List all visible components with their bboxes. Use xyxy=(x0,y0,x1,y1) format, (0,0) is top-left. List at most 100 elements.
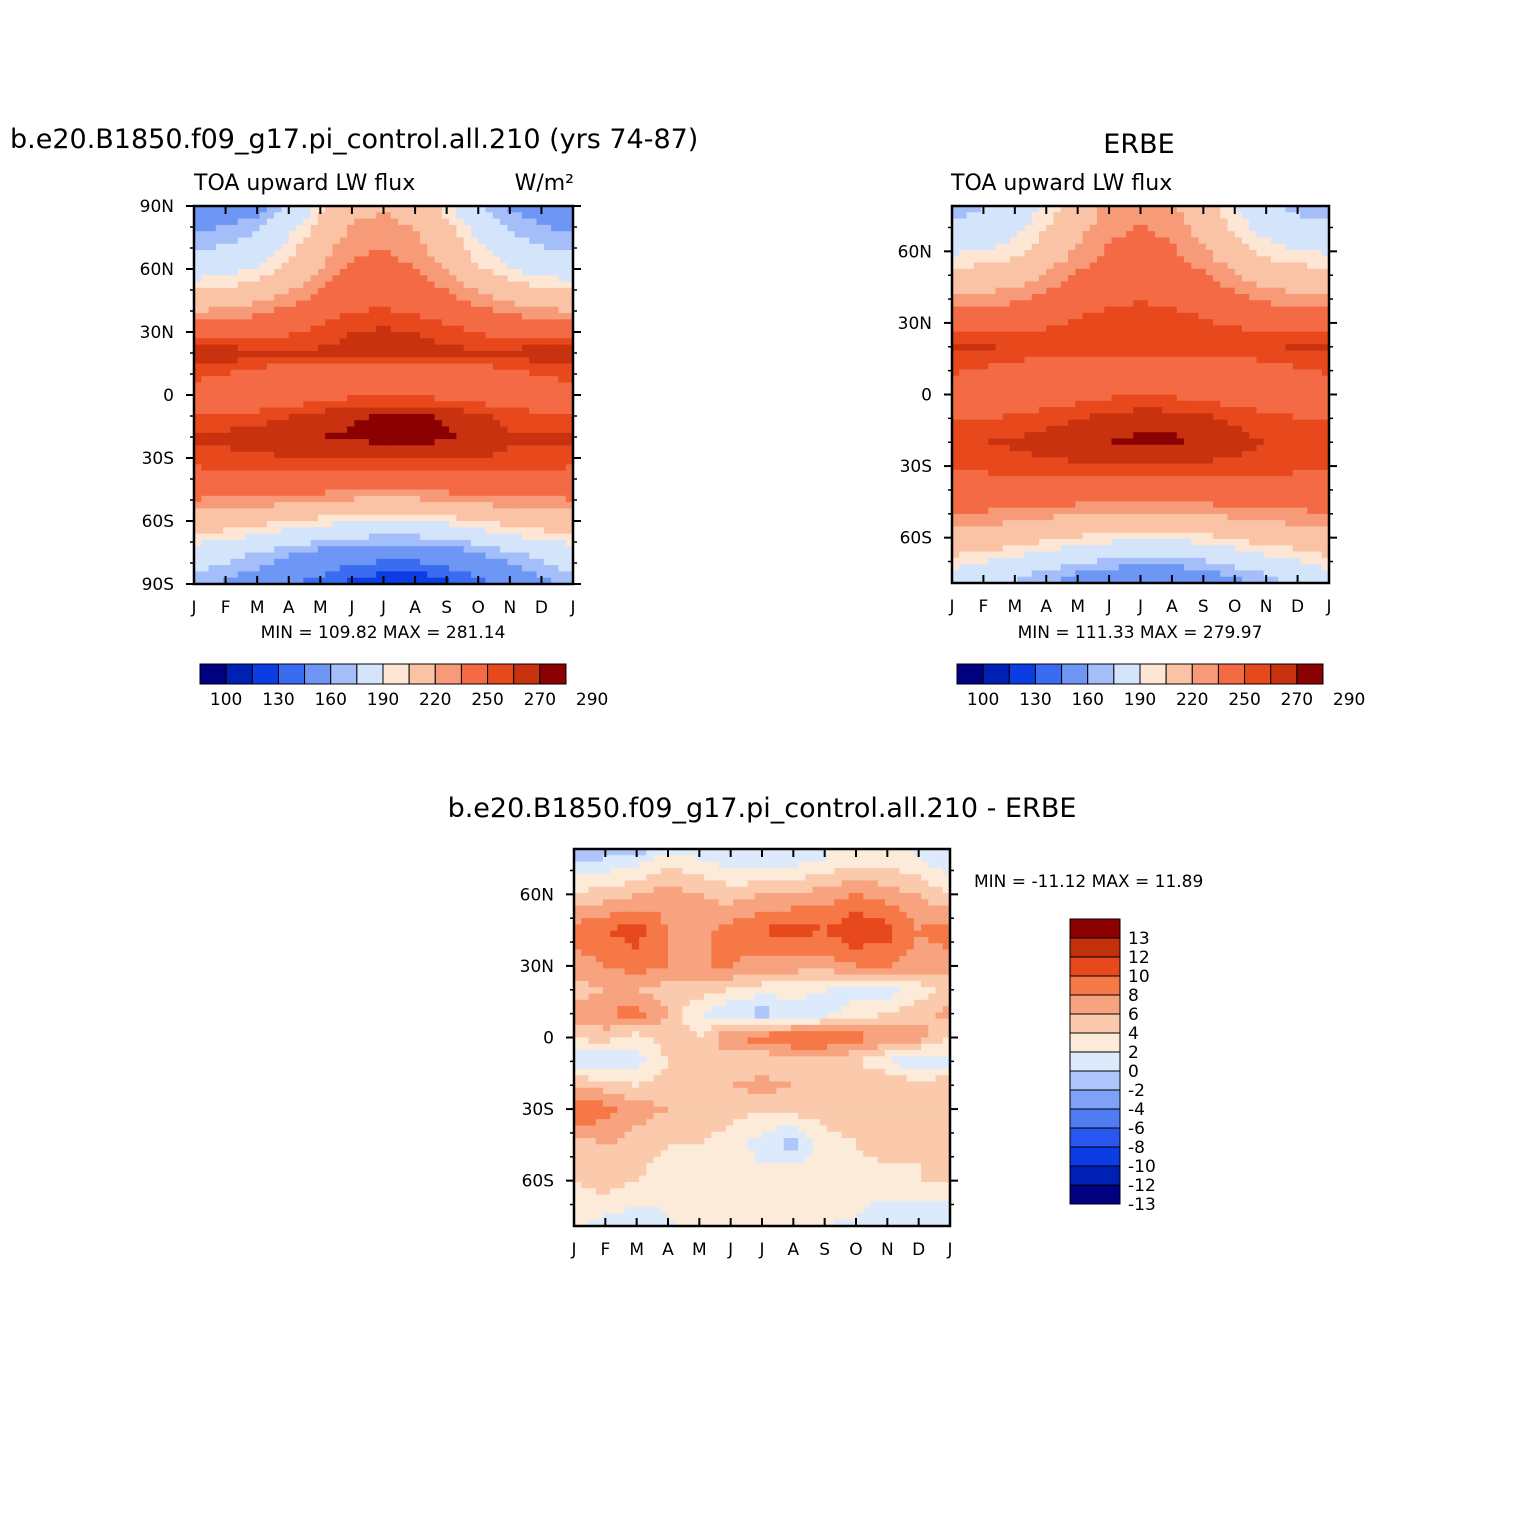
heatmap-cell xyxy=(558,281,567,289)
heatmap-cell xyxy=(449,332,457,339)
heatmap-cell xyxy=(529,218,538,226)
heatmap-cell xyxy=(339,369,348,377)
heatmap-cell xyxy=(1068,306,1076,314)
heatmap-cell xyxy=(215,212,224,220)
heatmap-cell xyxy=(973,375,982,383)
heatmap-cell xyxy=(536,565,545,572)
heatmap-cell xyxy=(1300,262,1308,270)
heatmap-cell xyxy=(485,533,494,541)
heatmap-cell xyxy=(201,281,210,289)
heatmap-cell xyxy=(223,502,232,509)
heatmap-cell xyxy=(288,350,297,358)
heatmap-cell xyxy=(536,521,545,528)
heatmap-cell xyxy=(1162,268,1171,276)
heatmap-cell xyxy=(1220,407,1229,414)
heatmap-cell xyxy=(507,514,516,522)
heatmap-cell xyxy=(1191,319,1200,326)
heatmap-cell xyxy=(303,357,312,365)
heatmap-cell xyxy=(1147,218,1156,226)
heatmap-cell xyxy=(1017,400,1026,408)
heatmap-cell xyxy=(1169,363,1178,370)
heatmap-cell xyxy=(201,420,210,428)
heatmap-cell xyxy=(1082,369,1091,377)
heatmap-cell xyxy=(536,224,545,232)
heatmap-cell xyxy=(412,350,421,358)
heatmap-cell xyxy=(237,395,246,402)
heatmap-cell xyxy=(419,206,428,213)
heatmap-cell xyxy=(1082,231,1091,239)
heatmap-cell xyxy=(1024,369,1033,377)
heatmap-cell xyxy=(1075,249,1084,257)
heatmap-cell xyxy=(1024,337,1033,345)
heatmap-cell xyxy=(441,508,450,516)
heatmap-cell xyxy=(325,300,334,308)
heatmap-cell xyxy=(245,552,253,560)
heatmap-cell xyxy=(230,369,239,377)
heatmap-cell xyxy=(303,539,312,547)
heatmap-cell xyxy=(1104,400,1113,408)
heatmap-cell xyxy=(405,565,414,572)
heatmap-cell xyxy=(390,489,399,497)
heatmap-cell xyxy=(237,294,246,302)
heatmap-cell xyxy=(390,577,399,585)
heatmap-cell xyxy=(1082,256,1091,264)
heatmap-cell xyxy=(1263,306,1272,314)
heatmap-cell xyxy=(339,470,348,478)
heatmap-cell xyxy=(521,206,530,213)
heatmap-cell xyxy=(230,432,239,440)
heatmap-cell xyxy=(383,363,392,371)
heatmap-cell xyxy=(208,262,217,270)
heatmap-cell xyxy=(470,206,479,213)
heatmap-cell xyxy=(1176,375,1185,383)
heatmap-cell xyxy=(383,212,392,220)
heatmap-cell xyxy=(325,325,334,333)
heatmap-cell xyxy=(1227,231,1236,239)
heatmap-cell xyxy=(1075,293,1084,301)
heatmap-cell xyxy=(1176,212,1185,220)
heatmap-cell xyxy=(296,577,304,585)
heatmap-cell xyxy=(310,571,319,579)
heatmap-cell xyxy=(325,332,334,339)
heatmap-cell xyxy=(237,451,246,459)
heatmap-cell xyxy=(354,495,363,503)
heatmap-cell xyxy=(1068,394,1076,402)
heatmap-cell xyxy=(529,508,538,516)
heatmap-cell xyxy=(1017,394,1026,402)
heatmap-cell xyxy=(1140,381,1149,389)
heatmap-cell xyxy=(565,558,574,566)
heatmap-cell xyxy=(1126,249,1134,257)
heatmap-cell xyxy=(500,357,509,365)
heatmap-cell xyxy=(223,376,232,383)
heatmap-cell xyxy=(223,250,232,257)
heatmap-cell xyxy=(536,407,545,415)
heatmap-cell xyxy=(245,521,253,528)
heatmap-cell xyxy=(1147,293,1156,301)
heatmap-cell xyxy=(398,237,406,245)
heatmap-cell xyxy=(565,206,574,213)
heatmap-cell xyxy=(339,344,348,352)
heatmap-cell xyxy=(368,231,377,239)
heatmap-cell xyxy=(405,483,414,491)
heatmap-cell xyxy=(478,445,487,453)
heatmap-cell xyxy=(1205,268,1214,276)
heatmap-cell xyxy=(303,294,312,302)
heatmap-cell xyxy=(288,539,297,547)
heatmap-cell xyxy=(1227,375,1236,383)
heatmap-cell xyxy=(521,376,530,383)
heatmap-cell xyxy=(1024,413,1033,421)
heatmap-cell xyxy=(237,313,246,320)
heatmap-cell xyxy=(1307,388,1316,396)
heatmap-cell xyxy=(1213,400,1221,408)
heatmap-cell xyxy=(325,363,334,371)
heatmap-cell xyxy=(1111,312,1120,320)
heatmap-cell xyxy=(303,521,312,528)
heatmap-cell xyxy=(259,413,268,421)
heatmap-cell xyxy=(449,294,457,302)
heatmap-cell xyxy=(245,539,253,547)
heatmap-cell xyxy=(237,369,246,377)
heatmap-cell xyxy=(1075,331,1084,339)
heatmap-cell xyxy=(361,420,370,428)
heatmap-cell xyxy=(230,426,239,434)
heatmap-cell xyxy=(354,237,363,245)
heatmap-cell xyxy=(1017,300,1026,308)
